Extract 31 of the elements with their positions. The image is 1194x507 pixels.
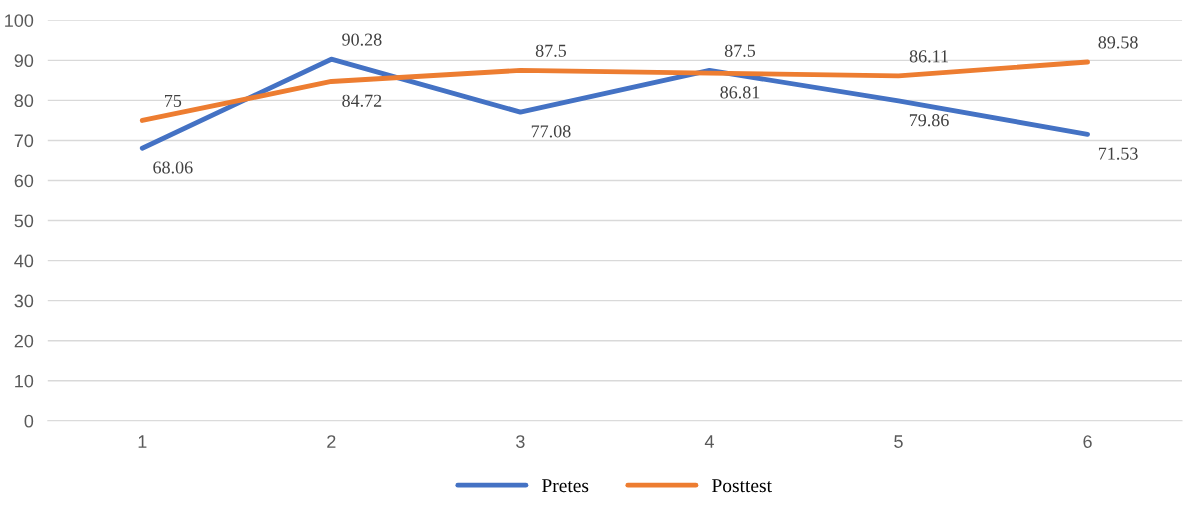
x-tick-label: 2 xyxy=(327,435,336,448)
data-label: 68.06 xyxy=(153,161,193,174)
legend-label: Posttest xyxy=(712,479,772,493)
y-tick-label: 70 xyxy=(14,134,34,148)
y-tick-label: 100 xyxy=(5,14,34,27)
y-tick-label: 30 xyxy=(14,294,34,308)
data-label: 75 xyxy=(165,94,182,107)
data-label: 89.58 xyxy=(1098,36,1138,49)
data-label: 87.5 xyxy=(535,44,567,57)
x-tick-label: 3 xyxy=(516,435,525,448)
y-tick-label: 20 xyxy=(14,334,34,348)
x-tick-label: 4 xyxy=(704,435,714,448)
data-label: 86.11 xyxy=(909,50,948,63)
data-label: 71.53 xyxy=(1098,147,1138,160)
x-tick-label: 5 xyxy=(894,435,903,448)
y-tick-label: 60 xyxy=(14,174,34,188)
y-tick-label: 50 xyxy=(14,214,34,228)
data-label: 90.28 xyxy=(342,33,382,46)
data-label: 87.5 xyxy=(724,44,756,57)
y-tick-label: 80 xyxy=(14,94,34,108)
data-label: 79.86 xyxy=(909,114,949,127)
data-label: 84.72 xyxy=(342,94,382,107)
y-tick-label: 10 xyxy=(15,374,34,388)
x-tick-label: 6 xyxy=(1083,435,1092,448)
data-label: 77.08 xyxy=(531,125,571,138)
legend-label: Pretes xyxy=(542,479,589,493)
data-label: 86.81 xyxy=(720,86,760,99)
x-tick-label: 1 xyxy=(138,435,147,448)
y-tick-label: 40 xyxy=(14,254,34,268)
y-tick-label: 0 xyxy=(24,414,34,428)
y-tick-label: 90 xyxy=(14,54,34,68)
